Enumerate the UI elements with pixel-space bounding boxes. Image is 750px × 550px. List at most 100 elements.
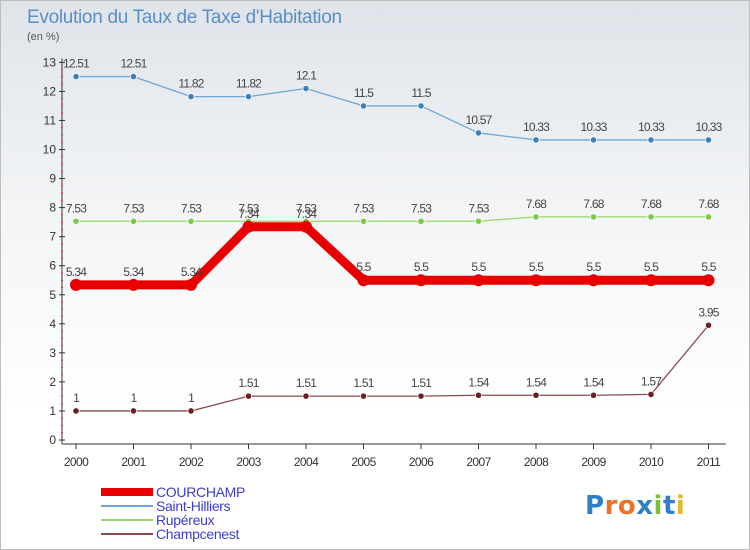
data-point-courchamp xyxy=(645,274,657,287)
data-label-champcenest: 1 xyxy=(131,391,138,405)
legend-swatch xyxy=(101,505,153,507)
data-point-champcenest xyxy=(187,407,195,415)
data-label-saint-hilliers: 11.82 xyxy=(236,77,262,91)
legend-label: COURCHAMP xyxy=(156,484,246,500)
data-label-champcenest: 1.51 xyxy=(238,376,259,390)
data-point-champcenest xyxy=(647,390,655,398)
data-point-champcenest xyxy=(244,392,253,400)
y-tick-label: 4 xyxy=(49,317,56,331)
y-tick-label: 9 xyxy=(49,172,56,186)
data-point-champcenest xyxy=(129,407,138,415)
data-label-champcenest: 1.54 xyxy=(526,375,547,389)
data-label-rup-reux: 7.53 xyxy=(353,201,374,215)
data-point-rup-reux xyxy=(72,217,80,225)
data-point-rup-reux xyxy=(187,217,195,225)
data-label-champcenest: 1.57 xyxy=(641,374,662,388)
data-point-saint-hilliers xyxy=(72,72,80,81)
data-label-saint-hilliers: 11.5 xyxy=(411,86,431,100)
data-label-rup-reux: 7.68 xyxy=(698,197,719,211)
data-label-saint-hilliers: 10.33 xyxy=(523,120,550,134)
data-point-saint-hilliers xyxy=(302,84,310,93)
chart-title: Evolution du Taux de Taxe d'Habitation xyxy=(27,7,342,28)
data-label-courchamp: 5.34 xyxy=(181,265,202,279)
data-point-champcenest xyxy=(417,392,425,400)
data-point-saint-hilliers xyxy=(589,136,598,144)
x-tick-label: 2003 xyxy=(236,455,261,469)
data-point-rup-reux xyxy=(359,217,368,225)
data-point-courchamp xyxy=(415,274,427,287)
data-point-rup-reux xyxy=(417,217,425,225)
data-label-saint-hilliers: 10.33 xyxy=(580,120,607,134)
data-point-champcenest xyxy=(532,391,540,399)
data-point-courchamp xyxy=(530,274,542,287)
data-point-champcenest xyxy=(72,407,80,415)
legend-swatch xyxy=(101,519,153,521)
data-label-champcenest: 1.54 xyxy=(468,375,489,389)
data-label-courchamp: 5.5 xyxy=(644,260,659,274)
data-point-champcenest xyxy=(704,321,713,329)
unit-label: (en %) xyxy=(27,31,60,43)
data-label-saint-hilliers: 10.57 xyxy=(465,113,492,127)
data-point-courchamp xyxy=(185,278,197,291)
data-label-champcenest: 1 xyxy=(188,391,195,405)
data-point-saint-hilliers xyxy=(532,136,540,144)
y-tick-label: 12 xyxy=(43,84,57,98)
x-tick-label: 2008 xyxy=(524,455,549,469)
y-tick-label: 2 xyxy=(49,375,56,389)
data-label-saint-hilliers: 12.51 xyxy=(63,57,90,71)
data-point-champcenest xyxy=(359,392,368,400)
y-tick-label: 5 xyxy=(49,288,56,302)
data-label-courchamp: 5.34 xyxy=(123,265,144,279)
data-label-courchamp: 7.34 xyxy=(296,207,317,221)
data-point-courchamp xyxy=(242,220,255,233)
data-point-courchamp xyxy=(357,274,370,287)
data-label-saint-hilliers: 11.5 xyxy=(354,86,374,100)
data-label-courchamp: 5.5 xyxy=(586,260,601,274)
data-label-saint-hilliers: 10.33 xyxy=(695,120,722,134)
x-tick-label: 2000 xyxy=(64,455,89,469)
y-tick-label: 0 xyxy=(49,433,56,447)
y-tick-label: 1 xyxy=(49,404,56,418)
data-label-rup-reux: 7.68 xyxy=(641,197,662,211)
data-point-courchamp xyxy=(300,220,312,233)
data-label-courchamp: 5.5 xyxy=(356,260,371,274)
y-tick-label: 13 xyxy=(43,55,57,69)
data-label-saint-hilliers: 12.51 xyxy=(120,57,147,71)
y-tick-label: 6 xyxy=(49,259,56,273)
data-point-saint-hilliers xyxy=(417,102,425,110)
legend-label: Rupéreux xyxy=(156,512,215,528)
data-label-saint-hilliers: 12.1 xyxy=(296,68,317,82)
data-label-rup-reux: 7.53 xyxy=(181,201,202,215)
x-tick-label: 2006 xyxy=(409,455,434,469)
legend-label: Saint-Hilliers xyxy=(156,498,231,514)
data-label-rup-reux: 7.53 xyxy=(238,201,259,215)
x-tick-label: 2005 xyxy=(351,455,376,469)
data-point-champcenest xyxy=(302,392,310,400)
data-label-champcenest: 1.51 xyxy=(296,376,317,390)
data-point-saint-hilliers xyxy=(647,136,655,144)
data-label-champcenest: 1.54 xyxy=(583,375,604,389)
data-point-champcenest xyxy=(474,391,483,399)
x-tick-label: 2001 xyxy=(121,455,146,469)
x-tick-label: 2002 xyxy=(179,455,204,469)
series-line-rup-reux xyxy=(76,216,709,222)
data-point-saint-hilliers xyxy=(129,72,138,81)
data-point-courchamp xyxy=(70,278,82,291)
data-label-courchamp: 5.5 xyxy=(529,260,544,274)
data-point-rup-reux xyxy=(532,213,540,221)
series-line-saint-hilliers xyxy=(76,75,709,141)
x-tick-label: 2009 xyxy=(581,455,606,469)
data-label-champcenest: 1 xyxy=(73,391,80,405)
legend-label: Champcenest xyxy=(156,526,240,542)
series-line-courchamp xyxy=(76,222,709,290)
y-tick-label: 3 xyxy=(49,346,56,360)
data-point-courchamp xyxy=(587,274,600,287)
data-label-champcenest: 1.51 xyxy=(353,376,374,390)
y-tick-label: 11 xyxy=(44,113,57,127)
data-point-saint-hilliers xyxy=(704,136,713,144)
data-point-rup-reux xyxy=(647,213,655,221)
data-label-courchamp: 7.34 xyxy=(238,207,259,221)
data-point-saint-hilliers xyxy=(187,93,195,101)
data-point-courchamp xyxy=(702,274,715,287)
